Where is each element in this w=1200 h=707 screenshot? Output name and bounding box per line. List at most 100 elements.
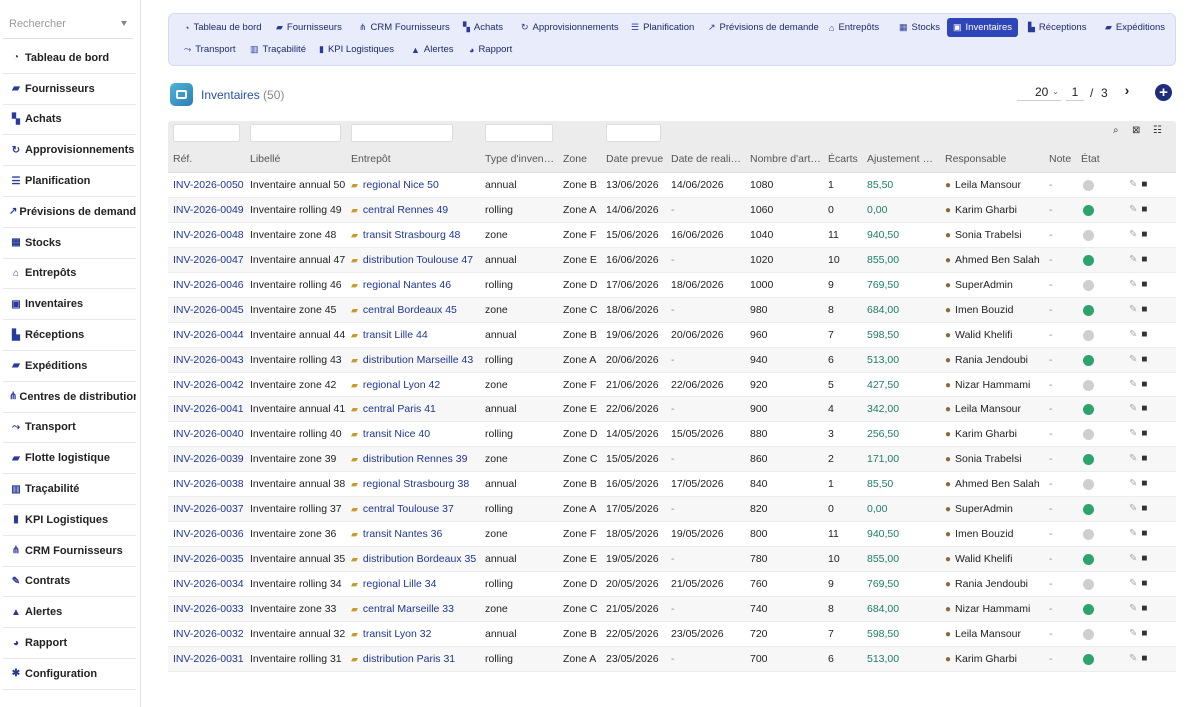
column-header[interactable]: Écarts: [828, 153, 858, 165]
sidebar-item-transport[interactable]: ⤳ Transport: [3, 413, 136, 444]
trash-icon[interactable]: ■: [1141, 553, 1148, 565]
warehouse-link[interactable]: ▰ regional Strasbourg 38: [351, 472, 481, 496]
column-header[interactable]: État: [1081, 153, 1100, 165]
tab-rapport[interactable]: ◕ Rapport: [463, 40, 518, 59]
trash-icon[interactable]: ■: [1141, 353, 1148, 365]
filter-ref-input[interactable]: [173, 124, 240, 142]
table-row[interactable]: INV-2026-0043 Inventaire rolling 43 ▰ distr…: [168, 347, 1176, 373]
tab-stocks[interactable]: ▦ Stocks: [893, 18, 946, 37]
ref-link[interactable]: INV-2026-0035: [173, 547, 248, 571]
trash-icon[interactable]: ■: [1141, 278, 1148, 290]
sidebar-item-kpi-logistiques[interactable]: ▮ KPI Logistiques: [3, 505, 136, 536]
ref-link[interactable]: INV-2026-0033: [173, 597, 248, 621]
table-row[interactable]: INV-2026-0046 Inventaire rolling 46 ▰ regio…: [168, 273, 1176, 298]
warehouse-link[interactable]: ▰ central Rennes 49: [351, 198, 481, 222]
column-header[interactable]: Réf.: [173, 153, 193, 165]
warehouse-link[interactable]: ▰ transit Lyon 32: [351, 622, 481, 646]
sidebar-item-centres-de-distribution[interactable]: ⋔ Centres de distribution: [3, 382, 136, 413]
column-header[interactable]: Ajustement …: [867, 153, 933, 165]
current-page-input[interactable]: 1: [1066, 83, 1084, 101]
tab-planification[interactable]: ☰ Planification: [625, 18, 700, 37]
sidebar-item-approvisionnements[interactable]: ↻ Approvisionnements: [3, 135, 136, 167]
tab-entrep-ts[interactable]: ⌂ Entrepôts: [823, 18, 885, 37]
table-row[interactable]: INV-2026-0041 Inventaire annual 41 ▰ centra…: [168, 397, 1176, 423]
ref-link[interactable]: INV-2026-0037: [173, 497, 248, 521]
tab-approvisionnements[interactable]: ↻ Approvisionnements: [515, 18, 625, 37]
sidebar-item-exp-ditions[interactable]: ▰ Expéditions: [3, 351, 136, 382]
sidebar-item-fournisseurs[interactable]: ▰ Fournisseurs: [3, 74, 136, 105]
edit-icon[interactable]: ✎: [1129, 203, 1138, 215]
column-header[interactable]: Zone: [563, 153, 587, 165]
edit-icon[interactable]: ✎: [1129, 503, 1138, 515]
sidebar-item-pr-visions-de-demande[interactable]: ↗ Prévisions de demande: [3, 197, 136, 228]
filter-label-input[interactable]: [250, 124, 341, 142]
table-row[interactable]: INV-2026-0034 Inventaire rolling 34 ▰ regio…: [168, 572, 1176, 597]
trash-icon[interactable]: ■: [1141, 652, 1148, 664]
ref-link[interactable]: INV-2026-0040: [173, 422, 248, 446]
trash-icon[interactable]: ■: [1141, 428, 1148, 440]
ref-link[interactable]: INV-2026-0032: [173, 622, 248, 646]
edit-icon[interactable]: ✎: [1129, 478, 1138, 490]
sidebar-item-configuration[interactable]: ✱ Configuration: [3, 659, 136, 690]
sidebar-search[interactable]: Rechercher: [3, 12, 133, 36]
page-size-select[interactable]: 20 ⌄: [1017, 83, 1061, 101]
warehouse-link[interactable]: ▰ distribution Bordeaux 35: [351, 547, 481, 571]
ref-link[interactable]: INV-2026-0044: [173, 323, 248, 347]
table-row[interactable]: INV-2026-0040 Inventaire rolling 40 ▰ trans…: [168, 422, 1176, 448]
column-header[interactable]: Date prevue: [606, 153, 664, 165]
ref-link[interactable]: INV-2026-0049: [173, 198, 248, 222]
edit-icon[interactable]: ✎: [1129, 353, 1138, 365]
warehouse-link[interactable]: ▰ central Toulouse 37: [351, 497, 481, 521]
warehouse-link[interactable]: ▰ transit Nice 40: [351, 422, 481, 446]
columns-list-icon[interactable]: ☷: [1153, 125, 1162, 136]
edit-icon[interactable]: ✎: [1129, 602, 1138, 614]
edit-icon[interactable]: ✎: [1129, 378, 1138, 390]
trash-icon[interactable]: ■: [1141, 503, 1148, 515]
tab-tra-abilit-[interactable]: ▥ Traçabilité: [244, 40, 312, 59]
sidebar-item-r-ceptions[interactable]: ▙ Réceptions: [3, 320, 136, 351]
tab-kpi-logistiques[interactable]: ▮ KPI Logistiques: [313, 40, 400, 59]
edit-icon[interactable]: ✎: [1129, 278, 1138, 290]
table-row[interactable]: INV-2026-0038 Inventaire annual 38 ▰ region…: [168, 472, 1176, 498]
edit-icon[interactable]: ✎: [1129, 328, 1138, 340]
trash-icon[interactable]: ■: [1141, 179, 1148, 190]
ref-link[interactable]: INV-2026-0041: [173, 397, 248, 421]
warehouse-link[interactable]: ▰ transit Strasbourg 48: [351, 223, 481, 247]
ref-link[interactable]: INV-2026-0047: [173, 248, 248, 272]
ref-link[interactable]: INV-2026-0039: [173, 447, 248, 471]
filter-date-input[interactable]: [606, 124, 661, 142]
ref-link[interactable]: INV-2026-0050: [173, 173, 248, 197]
filter-warehouse-input[interactable]: [351, 124, 453, 142]
trash-icon[interactable]: ■: [1141, 528, 1148, 540]
search-icon[interactable]: ⌕: [1113, 125, 1119, 136]
column-header[interactable]: Entrepôt: [351, 153, 391, 165]
ref-link[interactable]: INV-2026-0034: [173, 572, 248, 596]
warehouse-link[interactable]: ▰ regional Lyon 42: [351, 373, 481, 397]
trash-icon[interactable]: ■: [1141, 328, 1148, 340]
table-row[interactable]: INV-2026-0035 Inventaire annual 35 ▰ distri…: [168, 547, 1176, 572]
tab-alertes[interactable]: ▲ Alertes: [405, 40, 460, 59]
tab-pr-visions-de-demande[interactable]: ↗ Prévisions de demande: [702, 18, 825, 37]
ref-link[interactable]: INV-2026-0042: [173, 373, 248, 397]
trash-icon[interactable]: ■: [1141, 453, 1148, 465]
warehouse-link[interactable]: ▰ central Paris 41: [351, 397, 481, 421]
column-header[interactable]: Note: [1049, 153, 1072, 165]
trash-icon[interactable]: ■: [1141, 203, 1148, 215]
warehouse-link[interactable]: ▰ transit Lille 44: [351, 323, 481, 347]
column-header[interactable]: Responsable: [945, 153, 1007, 165]
edit-icon[interactable]: ✎: [1129, 553, 1138, 565]
edit-icon[interactable]: ✎: [1129, 528, 1138, 540]
ref-link[interactable]: INV-2026-0048: [173, 223, 248, 247]
tab-crm-fournisseurs[interactable]: ⋔ CRM Fournisseurs: [353, 18, 456, 37]
table-row[interactable]: INV-2026-0045 Inventaire zone 45 ▰ central …: [168, 297, 1176, 323]
table-row[interactable]: INV-2026-0032 Inventaire annual 32 ▰ transi…: [168, 622, 1176, 647]
sidebar-item-rapport[interactable]: ◕ Rapport: [3, 628, 136, 659]
ref-link[interactable]: INV-2026-0046: [173, 273, 248, 297]
table-row[interactable]: INV-2026-0033 Inventaire zone 33 ▰ central …: [168, 596, 1176, 622]
table-row[interactable]: INV-2026-0047 Inventaire annual 47 ▰ distri…: [168, 247, 1176, 273]
table-row[interactable]: INV-2026-0050 Inventaire annual 50 ▰ region…: [168, 173, 1176, 198]
warehouse-link[interactable]: ▰ distribution Paris 31: [351, 647, 481, 671]
sidebar-item-tra-abilit-[interactable]: ▥ Traçabilité: [3, 474, 136, 505]
trash-icon[interactable]: ■: [1141, 228, 1148, 240]
trash-icon[interactable]: ■: [1141, 627, 1148, 639]
